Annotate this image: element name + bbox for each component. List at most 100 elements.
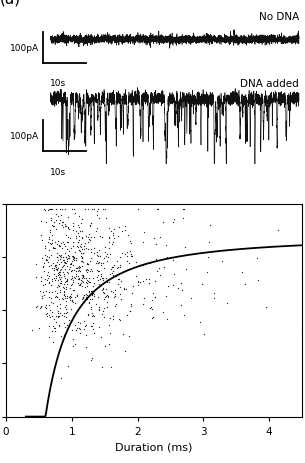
Point: [67, 316, 72, 324]
Point: [49, 232, 54, 240]
Point: [114, 273, 119, 281]
Point: [110, 315, 115, 323]
Point: [60, 206, 65, 213]
Point: [61, 219, 66, 226]
Point: [89, 306, 94, 313]
Point: [35, 302, 40, 310]
Point: [42, 259, 47, 267]
Point: [78, 280, 83, 287]
Point: [89, 291, 94, 298]
Point: [40, 293, 45, 300]
Point: [57, 322, 62, 329]
Point: [84, 259, 89, 267]
Point: [105, 291, 109, 299]
Point: [85, 239, 90, 246]
Point: [34, 274, 38, 282]
Point: [56, 219, 61, 227]
Point: [102, 294, 107, 301]
Point: [55, 267, 60, 275]
Point: [95, 273, 99, 281]
Point: [117, 224, 122, 232]
Point: [51, 323, 56, 330]
Point: [123, 227, 127, 234]
Point: [66, 266, 71, 274]
Point: [79, 227, 84, 235]
Point: [64, 246, 69, 254]
Point: [77, 268, 82, 275]
Point: [99, 233, 104, 241]
Point: [40, 255, 45, 262]
Point: [135, 206, 140, 213]
Point: [42, 292, 47, 299]
Point: [242, 281, 247, 288]
Point: [96, 247, 101, 255]
Point: [59, 264, 64, 271]
Point: [161, 219, 166, 226]
Point: [81, 274, 85, 281]
Point: [71, 239, 76, 246]
Point: [154, 256, 159, 263]
Point: [90, 288, 95, 295]
Point: [82, 206, 87, 213]
Point: [84, 295, 89, 303]
Point: [103, 274, 108, 282]
Point: [136, 282, 141, 289]
Point: [95, 207, 100, 215]
Point: [54, 206, 59, 213]
Point: [147, 276, 152, 283]
Point: [83, 322, 88, 330]
Point: [78, 263, 83, 271]
Point: [69, 290, 74, 298]
Point: [118, 284, 123, 291]
Point: [106, 321, 111, 329]
Point: [69, 296, 74, 304]
Point: [127, 307, 132, 315]
Point: [84, 245, 89, 252]
Point: [102, 255, 106, 263]
Point: [38, 303, 43, 310]
Point: [47, 289, 52, 296]
Point: [85, 246, 90, 253]
Point: [91, 319, 96, 327]
Point: [92, 292, 97, 300]
Point: [104, 277, 109, 284]
Point: [124, 312, 129, 319]
Point: [95, 268, 100, 275]
Point: [181, 311, 186, 319]
Point: [49, 222, 54, 230]
Point: [63, 254, 68, 261]
Point: [89, 356, 94, 363]
Text: No DNA: No DNA: [259, 13, 299, 22]
Point: [72, 255, 77, 262]
Point: [59, 278, 64, 286]
Point: [107, 225, 112, 232]
Point: [99, 364, 104, 371]
Point: [180, 287, 185, 294]
Point: [101, 276, 106, 284]
Point: [88, 266, 93, 274]
Point: [42, 304, 47, 312]
Point: [62, 313, 67, 320]
Point: [79, 283, 84, 290]
Point: [46, 247, 51, 254]
Point: [46, 234, 51, 242]
Point: [74, 234, 79, 242]
Point: [105, 250, 110, 258]
Point: [52, 245, 57, 252]
Point: [84, 267, 88, 274]
Point: [83, 291, 88, 298]
Point: [172, 216, 177, 224]
Point: [211, 289, 216, 297]
Point: [199, 280, 204, 288]
Point: [62, 278, 67, 286]
Point: [47, 206, 52, 213]
Point: [70, 279, 75, 287]
Point: [63, 221, 67, 228]
Point: [57, 288, 62, 296]
Point: [47, 273, 52, 280]
Point: [54, 262, 59, 269]
Point: [42, 207, 47, 215]
Point: [46, 294, 51, 301]
Point: [41, 282, 46, 289]
Point: [46, 323, 51, 330]
